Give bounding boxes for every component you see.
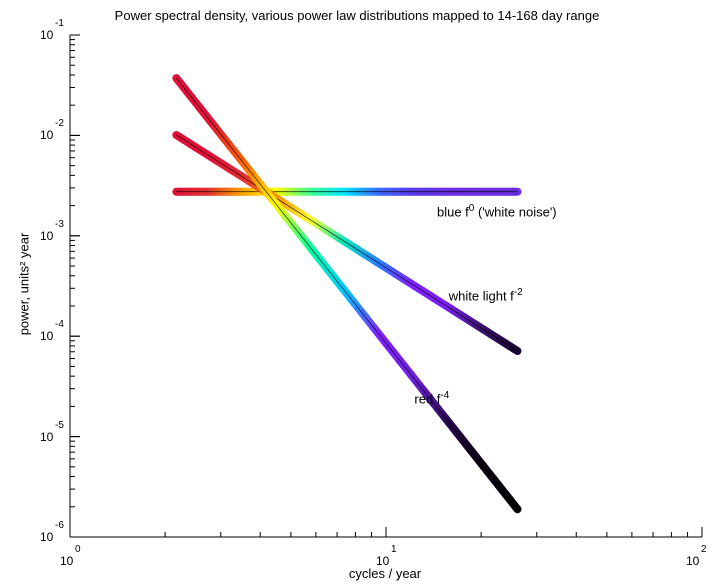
x-tick-label: 10 2: [686, 545, 707, 568]
annotation-suffix: ('white noise'): [474, 203, 557, 219]
x-tick-label-exponent: 0: [75, 544, 81, 555]
y-tick-label-base: 10: [40, 429, 54, 444]
series-annotation-white-light: white light f-2: [449, 287, 523, 303]
x-tick-label: 10 0: [60, 545, 81, 568]
y-tick-label-base: 10: [40, 28, 54, 42]
annotation-exponent: 0: [468, 202, 475, 214]
y-tick-label: 10 -6: [40, 521, 64, 544]
y-tick-label-base: 10: [40, 128, 54, 143]
y-tick-label: 10 -2: [40, 119, 64, 143]
y-tick-label-base: 10: [40, 329, 54, 344]
axes: [69, 34, 703, 538]
x-tick-label: 10 1: [376, 545, 397, 568]
y-tick-label: 10 -4: [40, 320, 64, 344]
y-tick-label-exponent: -2: [55, 118, 64, 130]
y-tick-label-exponent: -3: [55, 218, 64, 230]
x-tick-label-base: 10: [60, 554, 74, 568]
series-annotation-blue: blue f0 ('white noise'): [437, 203, 557, 219]
annotation-exponent: -4: [440, 389, 450, 401]
series-red-line: [172, 74, 522, 514]
y-tick-label: 10 -5: [40, 420, 64, 444]
series-centre-line: [176, 77, 518, 510]
x-tick-label-exponent: 1: [391, 544, 397, 555]
annotation-exponent: -2: [513, 286, 523, 298]
y-tick-label-exponent: -5: [55, 419, 64, 431]
y-axis-label: power, units² year: [16, 232, 32, 336]
series-white-light-line: [172, 130, 522, 356]
y-tick-label: 10 -1: [40, 19, 64, 42]
series-annotation-red: red f-4: [414, 390, 449, 406]
chart-title: Power spectral density, various power la…: [114, 8, 600, 23]
annotation-text: white light f: [448, 288, 514, 304]
x-tick-label-base: 10: [376, 554, 390, 568]
y-tick-label-exponent: -4: [55, 319, 64, 331]
y-tick-label-base: 10: [40, 228, 54, 243]
annotation-text: blue f: [436, 203, 469, 219]
y-tick-label-base: 10: [40, 530, 54, 544]
y-tick-label: 10 -3: [40, 219, 64, 243]
y-tick-label-exponent: -6: [55, 520, 64, 531]
x-axis-label: cycles / year: [348, 566, 422, 581]
x-tick-label-exponent: 2: [701, 544, 707, 555]
series-centre-line: [176, 134, 518, 352]
y-tick-label-exponent: -1: [55, 18, 64, 29]
annotation-text: red f: [414, 390, 441, 406]
x-tick-label-base: 10: [686, 554, 700, 568]
series-layer: [172, 74, 522, 514]
